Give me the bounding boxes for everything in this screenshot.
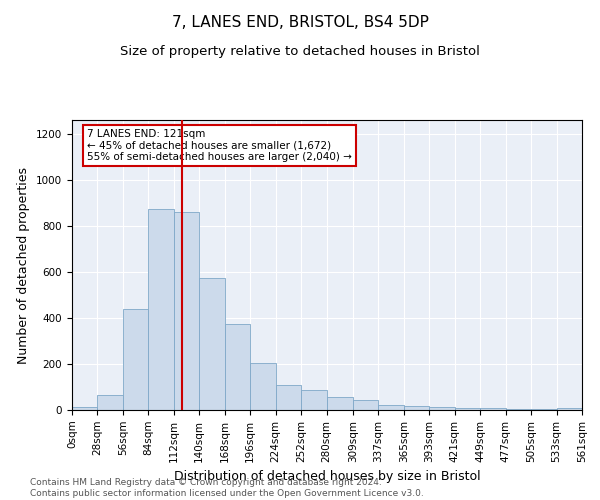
- Bar: [379, 406, 404, 410]
- Bar: [531, 409, 557, 410]
- Y-axis label: Number of detached properties: Number of detached properties: [17, 166, 31, 364]
- Bar: [275, 384, 301, 410]
- Bar: [404, 406, 429, 410]
- Text: 7 LANES END: 121sqm
← 45% of detached houses are smaller (1,672)
55% of semi-det: 7 LANES END: 121sqm ← 45% of detached ho…: [88, 128, 352, 162]
- Bar: [199, 278, 225, 410]
- Bar: [225, 324, 250, 410]
- Bar: [148, 208, 174, 410]
- Bar: [455, 408, 480, 410]
- Bar: [301, 390, 326, 410]
- Bar: [353, 400, 379, 410]
- Bar: [429, 406, 455, 410]
- Bar: [72, 406, 97, 410]
- Bar: [174, 212, 199, 410]
- Text: Contains HM Land Registry data © Crown copyright and database right 2024.
Contai: Contains HM Land Registry data © Crown c…: [30, 478, 424, 498]
- Text: Size of property relative to detached houses in Bristol: Size of property relative to detached ho…: [120, 45, 480, 58]
- Bar: [480, 408, 506, 410]
- Bar: [506, 409, 531, 410]
- Text: 7, LANES END, BRISTOL, BS4 5DP: 7, LANES END, BRISTOL, BS4 5DP: [172, 15, 428, 30]
- Bar: [97, 395, 123, 410]
- Bar: [250, 363, 275, 410]
- Bar: [557, 408, 582, 410]
- X-axis label: Distribution of detached houses by size in Bristol: Distribution of detached houses by size …: [173, 470, 481, 483]
- Bar: [326, 398, 353, 410]
- Bar: [123, 308, 148, 410]
